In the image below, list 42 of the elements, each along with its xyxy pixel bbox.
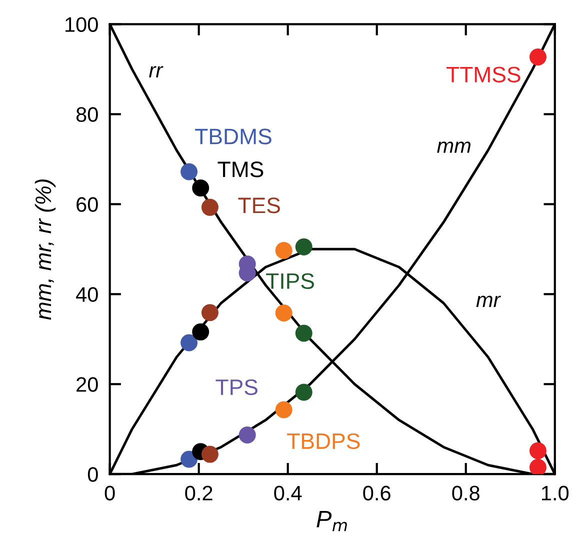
x-tick-label: 1.0 [542, 486, 569, 501]
point [529, 458, 546, 474]
y-tick-label: 20 [76, 377, 98, 392]
point [201, 304, 218, 322]
series-label: rr [149, 66, 164, 78]
point [529, 48, 546, 66]
point [275, 401, 292, 418]
y-tick-label: 0 [88, 467, 98, 482]
point [180, 334, 198, 352]
x-tick-label: 0 [104, 486, 115, 501]
series-label: TIPS [266, 273, 314, 289]
legend-label: mr [476, 296, 501, 307]
point [295, 324, 312, 342]
series-label: TES [238, 198, 280, 214]
point [180, 163, 198, 180]
series-label: TPS [216, 379, 258, 396]
point [238, 426, 256, 444]
y-tick-label: 40 [76, 287, 98, 302]
x-axis-title: P$_{m}$ [316, 511, 347, 532]
point [275, 304, 292, 322]
point [180, 450, 198, 468]
point [295, 238, 312, 256]
y-tick-label: 80 [76, 107, 98, 122]
point [192, 323, 210, 340]
point [295, 384, 312, 401]
y-axis-title: mm, mr, rr (%) [34, 180, 56, 320]
x-tick-label: 0.4 [274, 486, 302, 501]
x-tick-label: 0.8 [452, 486, 480, 501]
x-tick-label: 0.6 [363, 486, 390, 501]
point [192, 179, 210, 196]
point [275, 242, 292, 260]
series-label: TTMSS [446, 66, 520, 82]
x-tick-label: 0.2 [185, 486, 212, 501]
point [529, 442, 546, 460]
y-tick-label: 60 [76, 197, 98, 212]
series-label: mm [437, 142, 470, 153]
series-label: TBDPS [287, 433, 360, 450]
series-label: TMS [218, 162, 264, 178]
point [201, 446, 218, 463]
point [201, 198, 218, 216]
y-tick-label: 100 [66, 17, 98, 32]
series-label: TBDMS [195, 128, 272, 144]
